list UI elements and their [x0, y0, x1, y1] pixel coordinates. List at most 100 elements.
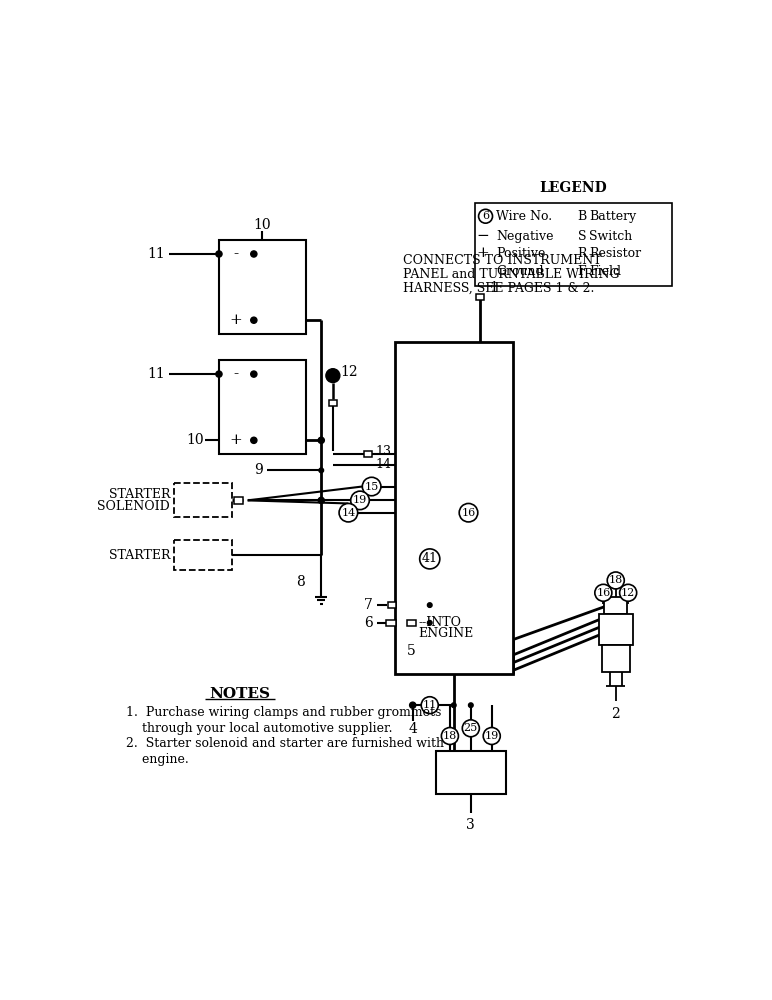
Circle shape [319, 468, 323, 473]
Bar [174, 540, 232, 570]
Text: engine.: engine. [126, 753, 188, 766]
Text: Positive: Positive [496, 247, 546, 260]
Text: 10: 10 [186, 433, 204, 447]
Circle shape [459, 503, 478, 522]
Text: 18: 18 [443, 731, 457, 741]
Text: 15: 15 [364, 482, 379, 492]
Text: ENGINE: ENGINE [418, 627, 473, 640]
Text: 13: 13 [375, 445, 391, 458]
Circle shape [216, 251, 222, 257]
Circle shape [620, 584, 637, 601]
Text: --INTO: --INTO [418, 616, 461, 629]
Text: 4: 4 [408, 722, 417, 736]
Circle shape [326, 369, 340, 383]
Bar [476, 294, 484, 300]
Text: -: - [233, 247, 239, 261]
Text: 6: 6 [364, 616, 373, 630]
Bar [599, 614, 633, 645]
Circle shape [483, 728, 500, 744]
Circle shape [216, 371, 222, 377]
Circle shape [251, 437, 257, 443]
Text: 41: 41 [422, 552, 438, 565]
Text: -: - [233, 367, 239, 381]
Circle shape [251, 317, 257, 323]
Bar [388, 602, 396, 608]
Bar [174, 483, 232, 517]
Text: LEGEND: LEGEND [540, 181, 608, 195]
Circle shape [442, 728, 459, 744]
Bar [394, 342, 513, 674]
Text: 7: 7 [364, 598, 373, 612]
Bar [219, 360, 306, 454]
Circle shape [420, 549, 440, 569]
Text: −: − [477, 229, 489, 243]
Text: B: B [577, 210, 587, 223]
Text: 11: 11 [147, 247, 164, 261]
Text: SOLENOID: SOLENOID [97, 500, 170, 513]
Text: 2: 2 [611, 707, 620, 721]
Text: PANEL and TURNTABLE WIRING: PANEL and TURNTABLE WIRING [403, 268, 619, 281]
Circle shape [608, 572, 625, 589]
Circle shape [318, 497, 324, 503]
Bar [386, 620, 396, 626]
Text: R: R [577, 247, 587, 260]
Text: CONNECTS TO INSTRUMENT: CONNECTS TO INSTRUMENT [403, 254, 601, 267]
Bar [364, 451, 371, 457]
Text: 1: 1 [489, 281, 498, 295]
Circle shape [428, 620, 432, 625]
Text: +: + [229, 313, 242, 327]
Bar [604, 597, 628, 614]
Text: STARTER: STARTER [109, 488, 170, 501]
Circle shape [479, 209, 493, 223]
Circle shape [251, 251, 257, 257]
Bar [219, 240, 306, 334]
Text: Ground: Ground [496, 265, 544, 278]
Text: Negative: Negative [496, 230, 554, 243]
Text: Resistor: Resistor [589, 247, 642, 260]
Text: 14: 14 [341, 508, 355, 518]
Text: 10: 10 [253, 218, 271, 232]
Text: NOTES: NOTES [209, 687, 270, 701]
Text: Battery: Battery [589, 210, 637, 223]
Circle shape [410, 702, 416, 708]
Text: 3: 3 [466, 818, 476, 832]
Text: through your local automotive supplier.: through your local automotive supplier. [126, 722, 392, 735]
Text: S: S [577, 230, 586, 243]
Text: 18: 18 [608, 575, 623, 585]
Text: 14: 14 [375, 458, 391, 471]
Text: 12: 12 [621, 588, 635, 598]
Text: 5: 5 [407, 644, 415, 658]
Text: 19: 19 [485, 731, 499, 741]
Text: 1.  Purchase wiring clamps and rubber grommets: 1. Purchase wiring clamps and rubber gro… [126, 706, 442, 719]
Circle shape [422, 697, 438, 714]
Text: HARNESS, SEE PAGES 1 & 2.: HARNESS, SEE PAGES 1 & 2. [403, 282, 594, 295]
Text: 16: 16 [596, 588, 611, 598]
Text: 19: 19 [353, 495, 367, 505]
Circle shape [350, 491, 369, 510]
Bar [407, 620, 416, 626]
Circle shape [251, 371, 257, 377]
Circle shape [318, 437, 324, 443]
Text: F: F [577, 265, 587, 278]
Text: +: + [229, 433, 242, 447]
Text: 25: 25 [464, 723, 478, 733]
Text: 11: 11 [147, 367, 164, 381]
Bar [329, 400, 337, 406]
Text: Switch: Switch [589, 230, 632, 243]
Circle shape [594, 584, 612, 601]
Circle shape [428, 603, 432, 607]
Bar [475, 203, 672, 286]
Circle shape [452, 703, 456, 708]
Text: Field: Field [589, 265, 621, 278]
Circle shape [469, 703, 473, 708]
Text: 2.  Starter solenoid and starter are furnished with: 2. Starter solenoid and starter are furn… [126, 737, 444, 750]
Bar [234, 497, 243, 504]
Text: 9: 9 [255, 463, 263, 477]
Text: STARTER: STARTER [109, 549, 170, 562]
Text: 6: 6 [482, 211, 489, 221]
Circle shape [362, 477, 381, 496]
Text: Wire No.: Wire No. [496, 210, 553, 223]
Text: +: + [477, 246, 489, 260]
Text: 8: 8 [296, 575, 305, 589]
Bar [436, 751, 506, 794]
